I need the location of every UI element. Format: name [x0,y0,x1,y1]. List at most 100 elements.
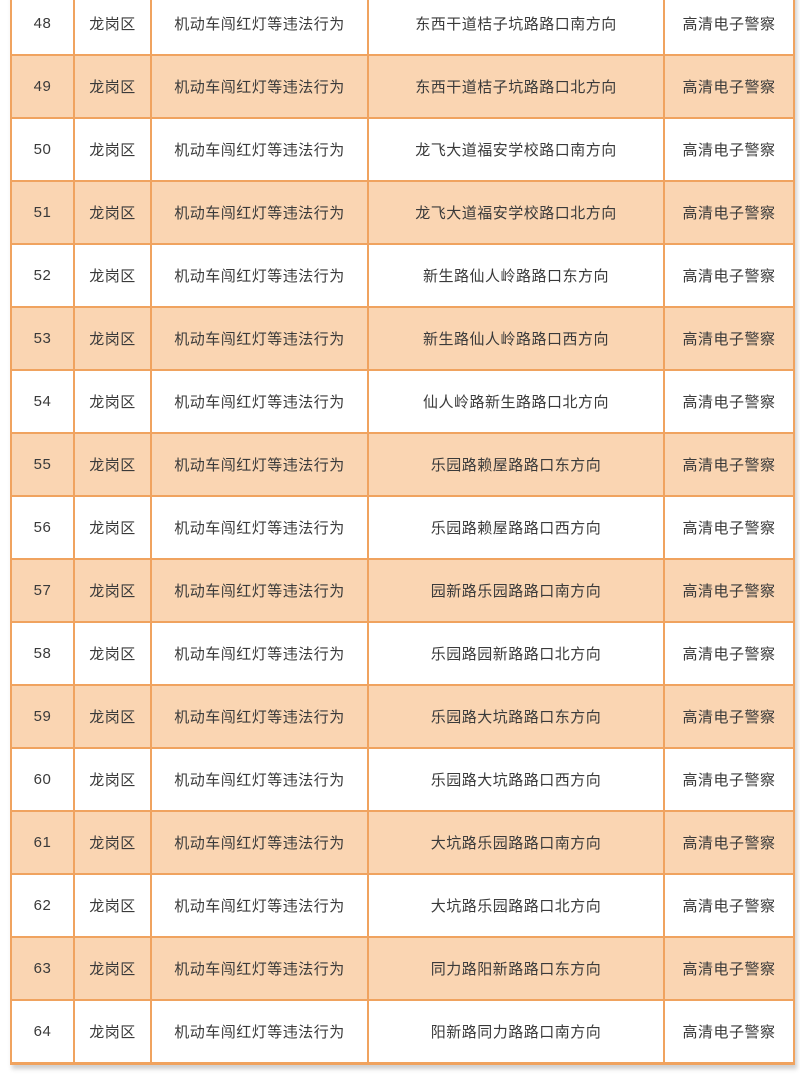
cell-number: 49 [10,54,75,119]
cell-number: 52 [10,243,75,308]
cell-device-type: 高清电子警察 [663,495,795,560]
cell-violation-type: 机动车闯红灯等违法行为 [150,243,369,308]
cell-violation-type: 机动车闯红灯等违法行为 [150,558,369,623]
cell-number: 50 [10,117,75,182]
cell-violation-type: 机动车闯红灯等违法行为 [150,0,369,56]
cell-violation-type: 机动车闯红灯等违法行为 [150,747,369,812]
cell-district: 龙岗区 [73,621,152,686]
cell-location: 龙飞大道福安学校路口南方向 [367,117,665,182]
cell-district: 龙岗区 [73,180,152,245]
table-row: 48 龙岗区 机动车闯红灯等违法行为 东西干道桔子坑路路口南方向 高清电子警察 [10,0,795,56]
cell-device-type: 高清电子警察 [663,0,795,56]
camera-location-table-wrapper: 48 龙岗区 机动车闯红灯等违法行为 东西干道桔子坑路路口南方向 高清电子警察 49 龙岗区… [10,0,795,1065]
cell-device-type: 高清电子警察 [663,621,795,686]
cell-location: 东西干道桔子坑路路口北方向 [367,54,665,119]
cell-district: 龙岗区 [73,810,152,875]
cell-device-type: 高清电子警察 [663,306,795,371]
table-row: 64 龙岗区 机动车闯红灯等违法行为 阳新路同力路路口南方向 高清电子警察 [10,999,795,1064]
cell-location: 新生路仙人岭路路口西方向 [367,306,665,371]
cell-district: 龙岗区 [73,873,152,938]
cell-location: 乐园路赖屋路路口东方向 [367,432,665,497]
cell-district: 龙岗区 [73,306,152,371]
table-row: 53 龙岗区 机动车闯红灯等违法行为 新生路仙人岭路路口西方向 高清电子警察 [10,306,795,371]
cell-number: 59 [10,684,75,749]
cell-device-type: 高清电子警察 [663,432,795,497]
cell-number: 64 [10,999,75,1064]
cell-device-type: 高清电子警察 [663,54,795,119]
cell-device-type: 高清电子警察 [663,999,795,1064]
cell-violation-type: 机动车闯红灯等违法行为 [150,621,369,686]
cell-location: 乐园路赖屋路路口西方向 [367,495,665,560]
cell-number: 63 [10,936,75,1001]
table-row: 58 龙岗区 机动车闯红灯等违法行为 乐园路园新路路口北方向 高清电子警察 [10,621,795,686]
cell-device-type: 高清电子警察 [663,558,795,623]
cell-device-type: 高清电子警察 [663,936,795,1001]
cell-district: 龙岗区 [73,558,152,623]
cell-district: 龙岗区 [73,495,152,560]
cell-violation-type: 机动车闯红灯等违法行为 [150,873,369,938]
cell-number: 54 [10,369,75,434]
cell-number: 58 [10,621,75,686]
table-row: 56 龙岗区 机动车闯红灯等违法行为 乐园路赖屋路路口西方向 高清电子警察 [10,495,795,560]
cell-location: 阳新路同力路路口南方向 [367,999,665,1064]
cell-district: 龙岗区 [73,369,152,434]
cell-number: 61 [10,810,75,875]
table-row: 50 龙岗区 机动车闯红灯等违法行为 龙飞大道福安学校路口南方向 高清电子警察 [10,117,795,182]
cell-violation-type: 机动车闯红灯等违法行为 [150,369,369,434]
cell-location: 大坑路乐园路路口南方向 [367,810,665,875]
cell-district: 龙岗区 [73,117,152,182]
cell-district: 龙岗区 [73,747,152,812]
cell-district: 龙岗区 [73,432,152,497]
table-row: 63 龙岗区 机动车闯红灯等违法行为 同力路阳新路路口东方向 高清电子警察 [10,936,795,1001]
cell-device-type: 高清电子警察 [663,810,795,875]
cell-district: 龙岗区 [73,243,152,308]
table-row: 54 龙岗区 机动车闯红灯等违法行为 仙人岭路新生路路口北方向 高清电子警察 [10,369,795,434]
cell-number: 60 [10,747,75,812]
camera-location-table: 48 龙岗区 机动车闯红灯等违法行为 东西干道桔子坑路路口南方向 高清电子警察 49 龙岗区… [10,0,795,1065]
cell-violation-type: 机动车闯红灯等违法行为 [150,495,369,560]
cell-location: 园新路乐园路路口南方向 [367,558,665,623]
cell-device-type: 高清电子警察 [663,180,795,245]
cell-number: 48 [10,0,75,56]
cell-number: 57 [10,558,75,623]
table-row: 51 龙岗区 机动车闯红灯等违法行为 龙飞大道福安学校路口北方向 高清电子警察 [10,180,795,245]
cell-device-type: 高清电子警察 [663,684,795,749]
table-row: 59 龙岗区 机动车闯红灯等违法行为 乐园路大坑路路口东方向 高清电子警察 [10,684,795,749]
cell-number: 51 [10,180,75,245]
cell-device-type: 高清电子警察 [663,369,795,434]
cell-number: 53 [10,306,75,371]
cell-location: 大坑路乐园路路口北方向 [367,873,665,938]
cell-device-type: 高清电子警察 [663,747,795,812]
cell-device-type: 高清电子警察 [663,873,795,938]
table-row: 62 龙岗区 机动车闯红灯等违法行为 大坑路乐园路路口北方向 高清电子警察 [10,873,795,938]
cell-location: 东西干道桔子坑路路口南方向 [367,0,665,56]
cell-location: 龙飞大道福安学校路口北方向 [367,180,665,245]
cell-device-type: 高清电子警察 [663,243,795,308]
cell-device-type: 高清电子警察 [663,117,795,182]
table-row: 61 龙岗区 机动车闯红灯等违法行为 大坑路乐园路路口南方向 高清电子警察 [10,810,795,875]
cell-violation-type: 机动车闯红灯等违法行为 [150,117,369,182]
table-row: 49 龙岗区 机动车闯红灯等违法行为 东西干道桔子坑路路口北方向 高清电子警察 [10,54,795,119]
cell-number: 62 [10,873,75,938]
table-row: 55 龙岗区 机动车闯红灯等违法行为 乐园路赖屋路路口东方向 高清电子警察 [10,432,795,497]
cell-number: 56 [10,495,75,560]
cell-number: 55 [10,432,75,497]
table-row: 60 龙岗区 机动车闯红灯等违法行为 乐园路大坑路路口西方向 高清电子警察 [10,747,795,812]
cell-violation-type: 机动车闯红灯等违法行为 [150,936,369,1001]
cell-location: 乐园路园新路路口北方向 [367,621,665,686]
cell-violation-type: 机动车闯红灯等违法行为 [150,180,369,245]
table-row: 52 龙岗区 机动车闯红灯等违法行为 新生路仙人岭路路口东方向 高清电子警察 [10,243,795,308]
cell-district: 龙岗区 [73,999,152,1064]
cell-district: 龙岗区 [73,0,152,56]
cell-location: 新生路仙人岭路路口东方向 [367,243,665,308]
cell-violation-type: 机动车闯红灯等违法行为 [150,684,369,749]
cell-violation-type: 机动车闯红灯等违法行为 [150,306,369,371]
cell-violation-type: 机动车闯红灯等违法行为 [150,54,369,119]
cell-location: 同力路阳新路路口东方向 [367,936,665,1001]
cell-district: 龙岗区 [73,54,152,119]
cell-location: 乐园路大坑路路口西方向 [367,747,665,812]
cell-location: 乐园路大坑路路口东方向 [367,684,665,749]
cell-violation-type: 机动车闯红灯等违法行为 [150,999,369,1064]
cell-violation-type: 机动车闯红灯等违法行为 [150,810,369,875]
cell-district: 龙岗区 [73,684,152,749]
